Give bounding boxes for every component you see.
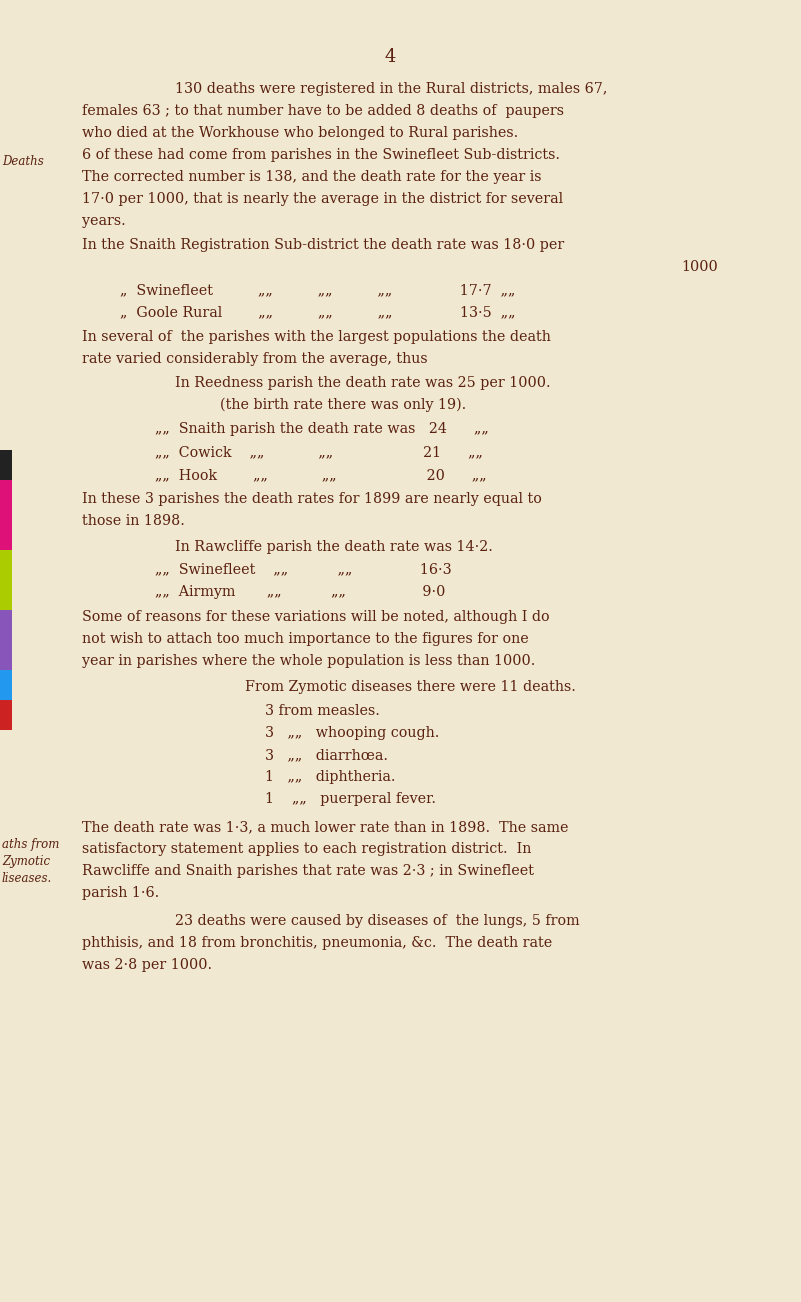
Text: 6 of these had come from parishes in the Swinefleet Sub-districts.: 6 of these had come from parishes in the… bbox=[82, 148, 560, 161]
Text: years.: years. bbox=[82, 214, 126, 228]
Bar bbox=[0, 671, 12, 700]
Bar bbox=[0, 611, 12, 671]
Text: In the Snaith Registration Sub-district the death rate was 18·0 per: In the Snaith Registration Sub-district … bbox=[82, 238, 564, 253]
Text: satisfactory statement applies to each registration district.  In: satisfactory statement applies to each r… bbox=[82, 842, 531, 855]
Text: parish 1·6.: parish 1·6. bbox=[82, 885, 159, 900]
Text: not wish to attach too much importance to the figures for one: not wish to attach too much importance t… bbox=[82, 631, 529, 646]
Text: was 2·8 per 1000.: was 2·8 per 1000. bbox=[82, 958, 212, 973]
Text: 1000: 1000 bbox=[681, 260, 718, 273]
Bar bbox=[0, 480, 12, 549]
Text: 3   „„   whooping cough.: 3 „„ whooping cough. bbox=[265, 727, 440, 740]
Text: In several of  the parishes with the largest populations the death: In several of the parishes with the larg… bbox=[82, 329, 551, 344]
Text: aths from: aths from bbox=[2, 838, 59, 852]
Text: females 63 ; to that number have to be added 8 deaths of  paupers: females 63 ; to that number have to be a… bbox=[82, 104, 564, 118]
Text: „  Goole Rural        „„          „„          „„               13·5  „„: „ Goole Rural „„ „„ „„ 13·5 „„ bbox=[120, 305, 516, 319]
Text: phthisis, and 18 from bronchitis, pneumonia, &c.  The death rate: phthisis, and 18 from bronchitis, pneumo… bbox=[82, 936, 552, 950]
Bar bbox=[0, 450, 12, 480]
Text: 17·0 per 1000, that is nearly the average in the district for several: 17·0 per 1000, that is nearly the averag… bbox=[82, 191, 563, 206]
Text: 1   „„   diphtheria.: 1 „„ diphtheria. bbox=[265, 769, 396, 784]
Text: those in 1898.: those in 1898. bbox=[82, 514, 185, 529]
Text: 130 deaths were registered in the Rural districts, males 67,: 130 deaths were registered in the Rural … bbox=[175, 82, 607, 96]
Text: 23 deaths were caused by diseases of  the lungs, 5 from: 23 deaths were caused by diseases of the… bbox=[175, 914, 580, 928]
Text: The corrected number is 138, and the death rate for the year is: The corrected number is 138, and the dea… bbox=[82, 171, 541, 184]
Text: In Reedness parish the death rate was 25 per 1000.: In Reedness parish the death rate was 25… bbox=[175, 376, 550, 391]
Text: Rawcliffe and Snaith parishes that rate was 2·3 ; in Swinefleet: Rawcliffe and Snaith parishes that rate … bbox=[82, 865, 534, 878]
Text: „„  Cowick    „„            „„                    21      „„: „„ Cowick „„ „„ 21 „„ bbox=[155, 445, 483, 460]
Text: 4: 4 bbox=[384, 48, 396, 66]
Bar bbox=[0, 549, 12, 611]
Text: „„  Snaith parish the death rate was   24      „„: „„ Snaith parish the death rate was 24 „… bbox=[155, 422, 489, 436]
Text: In Rawcliffe parish the death rate was 14·2.: In Rawcliffe parish the death rate was 1… bbox=[175, 540, 493, 553]
Text: Some of reasons for these variations will be noted, although I do: Some of reasons for these variations wil… bbox=[82, 611, 549, 624]
Text: From Zymotic diseases there were 11 deaths.: From Zymotic diseases there were 11 deat… bbox=[245, 680, 576, 694]
Text: The death rate was 1·3, a much lower rate than in 1898.  The same: The death rate was 1·3, a much lower rat… bbox=[82, 820, 569, 835]
Text: (the birth rate there was only 19).: (the birth rate there was only 19). bbox=[220, 398, 466, 413]
Text: „  Swinefleet          „„          „„          „„               17·7  „„: „ Swinefleet „„ „„ „„ 17·7 „„ bbox=[120, 283, 515, 297]
Text: 3 from measles.: 3 from measles. bbox=[265, 704, 380, 717]
Text: year in parishes where the whole population is less than 1000.: year in parishes where the whole populat… bbox=[82, 654, 535, 668]
Text: Deaths: Deaths bbox=[2, 155, 44, 168]
Text: „„  Hook        „„            „„                    20      „„: „„ Hook „„ „„ 20 „„ bbox=[155, 467, 487, 482]
Text: Zymotic: Zymotic bbox=[2, 855, 50, 868]
Text: „„  Airmym       „„           „„                 9·0: „„ Airmym „„ „„ 9·0 bbox=[155, 585, 445, 599]
Text: 1    „„   puerperal fever.: 1 „„ puerperal fever. bbox=[265, 792, 436, 806]
Bar bbox=[0, 700, 12, 730]
Text: who died at the Workhouse who belonged to Rural parishes.: who died at the Workhouse who belonged t… bbox=[82, 126, 518, 141]
Text: In these 3 parishes the death rates for 1899 are nearly equal to: In these 3 parishes the death rates for … bbox=[82, 492, 541, 506]
Text: liseases.: liseases. bbox=[2, 872, 52, 885]
Text: 3   „„   diarrhœa.: 3 „„ diarrhœa. bbox=[265, 749, 388, 762]
Text: rate varied considerably from the average, thus: rate varied considerably from the averag… bbox=[82, 352, 428, 366]
Text: „„  Swinefleet    „„           „„               16·3: „„ Swinefleet „„ „„ 16·3 bbox=[155, 562, 452, 575]
